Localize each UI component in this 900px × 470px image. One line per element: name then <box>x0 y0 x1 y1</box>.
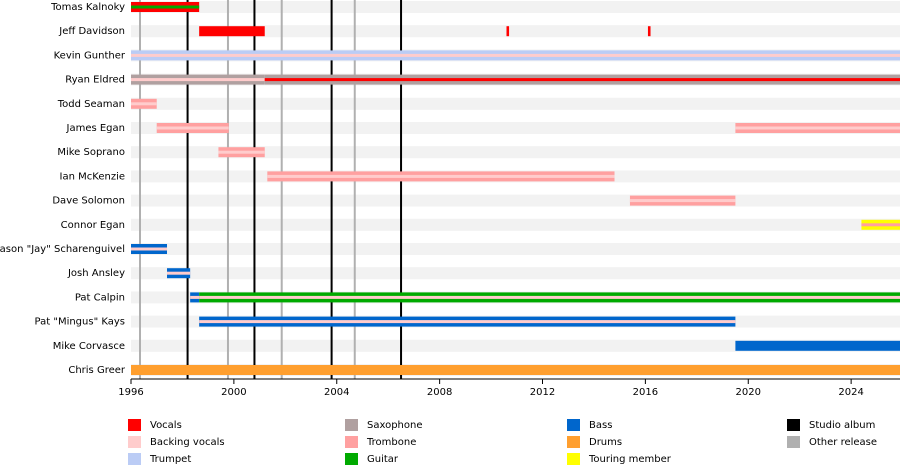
legend-label: Guitar <box>367 454 399 465</box>
legend-label: Bass <box>589 420 612 431</box>
member-bar-stripe <box>131 102 157 106</box>
legend-swatch <box>128 436 141 448</box>
legend-swatch <box>787 419 800 431</box>
x-tick-label: 2008 <box>427 387 452 398</box>
member-label: Chris Greer <box>68 365 126 376</box>
legend-label: Saxophone <box>367 420 423 431</box>
legend-label: Backing vocals <box>150 437 225 448</box>
member-label: Pat Calpin <box>75 292 125 303</box>
member-bar-stripe <box>264 78 900 82</box>
member-bar-stripe <box>199 320 736 324</box>
legend-swatch <box>567 453 580 465</box>
legend-swatch <box>345 453 358 465</box>
member-label: Pat "Mingus" Kays <box>35 317 125 328</box>
member-label: Jason "Jay" Scharenguivel <box>0 244 125 255</box>
member-label: Jeff Davidson <box>58 26 125 37</box>
member-bar-stripe <box>131 247 168 251</box>
member-bar-stripe <box>167 271 191 275</box>
member-bar-stripe <box>199 295 900 299</box>
legend-swatch <box>787 436 800 448</box>
member-label: Mike Corvasce <box>53 341 125 352</box>
member-bar-stripe <box>735 126 900 130</box>
row-band <box>131 25 900 38</box>
member-bar-stripe <box>861 223 900 227</box>
member-label: Connor Egan <box>61 220 125 231</box>
legend-swatch <box>345 436 358 448</box>
member-bar-stripe <box>131 5 200 9</box>
x-tick-label: 2020 <box>736 387 761 398</box>
legend-label: Drums <box>589 437 622 448</box>
row-band <box>131 1 900 13</box>
legend-label: Studio album <box>809 420 875 431</box>
row-band <box>131 194 900 207</box>
member-bar-stripe <box>131 78 265 82</box>
member-label: Dave Solomon <box>52 196 125 207</box>
member-bar-stripe <box>218 150 265 154</box>
legend-swatch <box>128 453 141 465</box>
member-bar-stripe <box>131 53 900 57</box>
member-label: Tomas Kalnoky <box>50 2 125 13</box>
row-band <box>131 243 900 255</box>
member-bar <box>199 26 265 37</box>
legend-label: Touring member <box>588 454 672 465</box>
legend-label: Trumpet <box>149 454 191 465</box>
member-bar <box>506 26 510 37</box>
legend-label: Vocals <box>150 420 182 431</box>
row-band <box>131 146 900 159</box>
member-label: Mike Soprano <box>57 147 125 158</box>
member-bar-stripe <box>629 199 736 203</box>
row-band <box>131 218 900 231</box>
x-tick-label: 2004 <box>324 387 349 398</box>
x-tick-label: 2000 <box>221 387 246 398</box>
x-tick-label: 1996 <box>118 387 143 398</box>
legend-swatch <box>345 419 358 431</box>
member-label: Todd Seaman <box>57 99 125 110</box>
member-label: Josh Ansley <box>67 268 125 279</box>
x-tick-label: 2024 <box>838 387 863 398</box>
member-bar <box>131 365 900 375</box>
member-label: Ryan Eldred <box>65 75 125 86</box>
member-label: Ian McKenzie <box>60 171 125 182</box>
legend-label: Other release <box>809 437 877 448</box>
member-bar <box>647 26 651 37</box>
member-bar-stripe <box>190 295 200 299</box>
x-tick-label: 2012 <box>530 387 555 398</box>
legend-label: Trombone <box>366 437 416 448</box>
x-tick-label: 2016 <box>633 387 658 398</box>
legend-swatch <box>128 419 141 431</box>
member-bar-stripe <box>267 174 615 178</box>
member-bar <box>735 340 900 351</box>
row-band <box>131 122 900 134</box>
row-band <box>131 97 900 110</box>
row-band <box>131 339 900 352</box>
member-bar-stripe <box>156 126 229 130</box>
legend-swatch <box>567 419 580 431</box>
row-band <box>131 267 900 280</box>
member-label: James Egan <box>66 123 126 134</box>
legend-swatch <box>567 436 580 448</box>
member-label: Kevin Gunther <box>54 50 126 61</box>
